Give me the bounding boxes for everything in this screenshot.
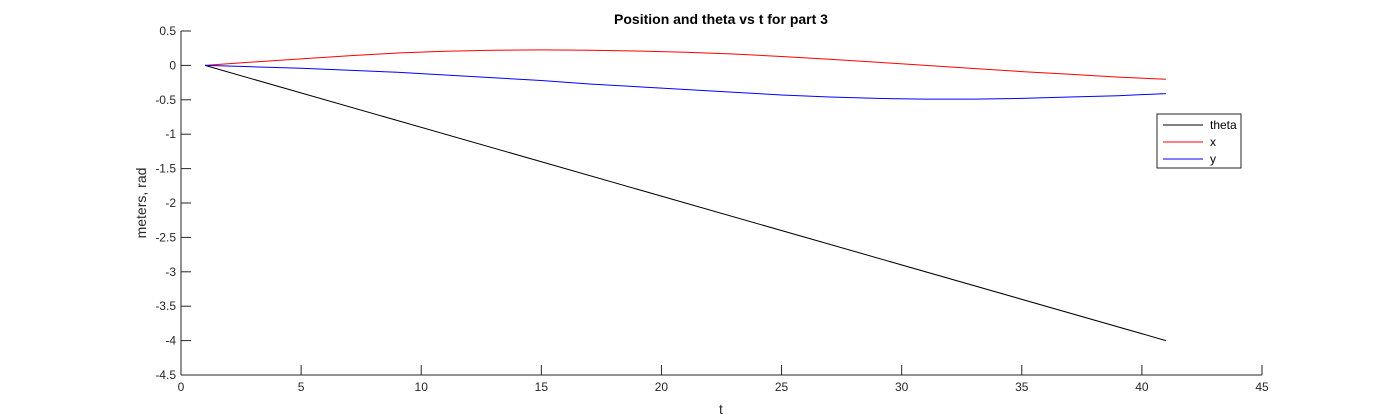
- y-axis-label: meters, rad: [133, 168, 149, 239]
- y-tick-label: -0.5: [155, 93, 176, 107]
- y-tick-label: -1.5: [155, 162, 176, 176]
- x-tick-label: 5: [298, 380, 305, 394]
- plot-background: [181, 31, 1262, 375]
- y-tick-label: -2.5: [155, 230, 176, 244]
- y-tick-label: -4: [165, 334, 176, 348]
- series-line-x: [204, 49, 1166, 80]
- x-tick-label: 25: [775, 380, 789, 394]
- x-tick-label: 40: [1135, 380, 1149, 394]
- y-tick-label: 0.5: [159, 24, 176, 38]
- y-tick-label: 0: [169, 58, 176, 72]
- x-tick-label: 10: [415, 380, 429, 394]
- legend-label-theta: theta: [1210, 118, 1237, 132]
- y-tick-label: -1: [165, 127, 176, 141]
- x-tick-label: 45: [1255, 380, 1269, 394]
- chart-title: Position and theta vs t for part 3: [614, 11, 828, 27]
- y-tick-label: -2: [165, 196, 176, 210]
- series-layer: [204, 49, 1167, 342]
- legend-items: theta xy: [1163, 118, 1237, 166]
- x-tick-label: 20: [655, 380, 669, 394]
- x-tick-label: 15: [535, 380, 549, 394]
- legend-label-y: y: [1210, 152, 1216, 166]
- x-tick-label: 30: [895, 380, 909, 394]
- y-tick-label: -3: [165, 265, 176, 279]
- legend[interactable]: theta xy: [1156, 113, 1242, 169]
- x-tick-label: 35: [1015, 380, 1029, 394]
- series-line-y: [204, 64, 1166, 100]
- legend-label-x: x: [1210, 135, 1216, 149]
- x-tick-label: 0: [178, 380, 185, 394]
- axes-layer: 0 5 10 15 20 25 30 35 40 45 0.5 0 -0.5 -1 -1.5 -2 -2.5 -3…: [155, 24, 1269, 394]
- y-tick-label: -3.5: [155, 299, 176, 313]
- series-line-theta: [204, 64, 1167, 342]
- y-tick-label: -4.5: [155, 368, 176, 382]
- x-axis-label: t: [719, 401, 723, 417]
